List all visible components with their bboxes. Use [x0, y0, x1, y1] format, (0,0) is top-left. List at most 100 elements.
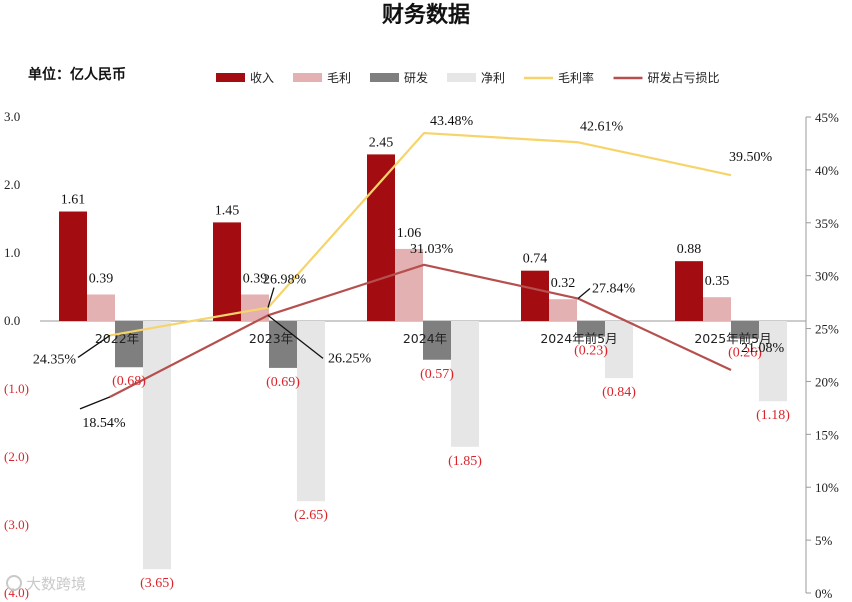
y-right-tick-label: 45%: [815, 110, 839, 125]
y-right-tick-label: 30%: [815, 269, 839, 284]
bar-净利: [759, 321, 787, 402]
bar-value-label: (2.65): [294, 508, 328, 523]
unit-label: 单位：亿人民币: [28, 66, 126, 83]
bar-value-label: 0.32: [551, 276, 576, 291]
legend-swatch: [293, 73, 322, 82]
bar-value-label: 0.88: [677, 242, 702, 257]
bar-value-label: (0.68): [112, 374, 146, 389]
legend-swatch: [370, 73, 399, 82]
bar-净利: [297, 321, 325, 502]
data-label-leader: [79, 396, 111, 410]
y-right-tick-label: 20%: [815, 374, 839, 389]
bar-净利: [605, 321, 633, 379]
category-labels: 2022年 2023年 2024年 2024年前5月 2025年前5月: [95, 331, 772, 346]
bar-value-label: 2.45: [369, 135, 394, 150]
bar-收入: [521, 270, 549, 321]
legend: 收入 毛利 研发 净利 毛利率 研发占亏损比: [216, 70, 720, 85]
category-label: 2024年: [403, 331, 447, 346]
bar-收入: [675, 261, 703, 321]
data-label-leader: [267, 314, 324, 359]
legend-label: 研发: [404, 70, 428, 85]
line-value-label: 27.84%: [592, 282, 636, 297]
axes: 3.02.01.00.0(1.0)(2.0)(3.0)(4.0)45%40%35…: [4, 109, 839, 601]
legend-label: 收入: [250, 71, 274, 85]
y-right-tick-label: 15%: [815, 427, 839, 442]
data-label-leader: [77, 334, 111, 358]
line-value-label: 26.98%: [263, 273, 307, 288]
line-value-label: 21.08%: [741, 341, 785, 356]
bar-value-label: 0.74: [523, 252, 548, 267]
data-label-leader: [577, 288, 591, 300]
bar-收入: [367, 154, 395, 321]
lines: [109, 131, 732, 398]
bar-毛利: [703, 297, 731, 321]
bar-净利: [143, 321, 171, 570]
legend-label: 净利: [481, 71, 505, 85]
bar-研发: [423, 321, 451, 360]
bar-收入: [213, 222, 241, 321]
line-value-label: 18.54%: [82, 416, 126, 431]
bar-value-label: (0.84): [602, 385, 636, 400]
bars: [59, 154, 787, 570]
y-right-tick-label: 0%: [815, 586, 833, 601]
chart-title: 财务数据: [382, 2, 470, 28]
bar-value-label: 0.39: [243, 271, 268, 286]
category-label: 2023年: [249, 331, 293, 346]
bar-value-label: (0.23): [574, 344, 608, 359]
bar-value-label: 1.06: [397, 226, 422, 241]
bar-value-label: 0.39: [89, 271, 114, 286]
bar-毛利: [395, 248, 423, 321]
bar-研发: [269, 321, 297, 368]
y-left-tick-label: (3.0): [4, 517, 29, 532]
legend-swatch: [447, 73, 476, 82]
y-left-tick-label: 3.0: [4, 109, 20, 124]
y-left-tick-label: 1.0: [4, 245, 20, 260]
legend-swatch: [216, 73, 245, 82]
bar-value-label: 1.45: [215, 203, 240, 218]
category-label: 2024年前5月: [540, 331, 617, 346]
line-value-label: 24.35%: [33, 352, 77, 367]
legend-label: 毛利率: [558, 70, 594, 85]
category-label: 2022年: [95, 331, 139, 346]
y-right-tick-label: 35%: [815, 216, 839, 231]
bar-value-label: (0.57): [420, 367, 454, 382]
legend-label: 研发占亏损比: [648, 70, 720, 85]
bar-研发: [115, 321, 143, 368]
y-left-tick-label: 2.0: [4, 177, 20, 192]
bar-value-label: 0.35: [705, 274, 730, 289]
bar-研发: [577, 321, 605, 337]
watermark: 大数跨境: [6, 575, 86, 593]
bar-净利: [451, 321, 479, 447]
bar-收入: [59, 211, 87, 321]
y-left-tick-label: (2.0): [4, 449, 29, 464]
category-label: 2025年前5月: [694, 331, 771, 346]
bar-value-label: 1.61: [61, 193, 86, 208]
line-value-label: 26.25%: [328, 351, 372, 366]
bar-value-label: (1.85): [448, 454, 482, 469]
y-right-tick-label: 10%: [815, 480, 839, 495]
bar-value-label: (0.69): [266, 375, 300, 390]
legend-label: 毛利: [327, 71, 351, 85]
bar-value-label: (1.18): [756, 408, 790, 423]
data-labels: 1.61 0.39 (0.68) (3.65) 1.45 0.39 (0.69) (2.65)…: [33, 114, 790, 591]
y-right-tick-label: 5%: [815, 533, 833, 548]
watermark-text: 大数跨境: [26, 575, 86, 593]
line-value-label: 39.50%: [729, 150, 773, 165]
bar-value-label: (3.65): [140, 576, 174, 591]
watermark-logo-icon: [6, 575, 22, 591]
y-left-tick-label: (1.0): [4, 381, 29, 396]
y-right-tick-label: 25%: [815, 322, 839, 337]
line-value-label: 31.03%: [410, 242, 454, 257]
line-value-label: 42.61%: [580, 119, 624, 134]
bar-研发: [731, 321, 759, 339]
bar-毛利: [549, 299, 577, 321]
bar-value-label: (0.26): [728, 346, 762, 361]
data-label-leader: [267, 287, 275, 308]
bar-毛利: [87, 294, 115, 321]
line-毛利率: [109, 131, 732, 337]
line-研发占亏损比: [109, 263, 732, 398]
y-left-tick-label: 0.0: [4, 313, 20, 328]
line-value-label: 43.48%: [430, 114, 474, 129]
y-right-tick-label: 40%: [815, 163, 839, 178]
